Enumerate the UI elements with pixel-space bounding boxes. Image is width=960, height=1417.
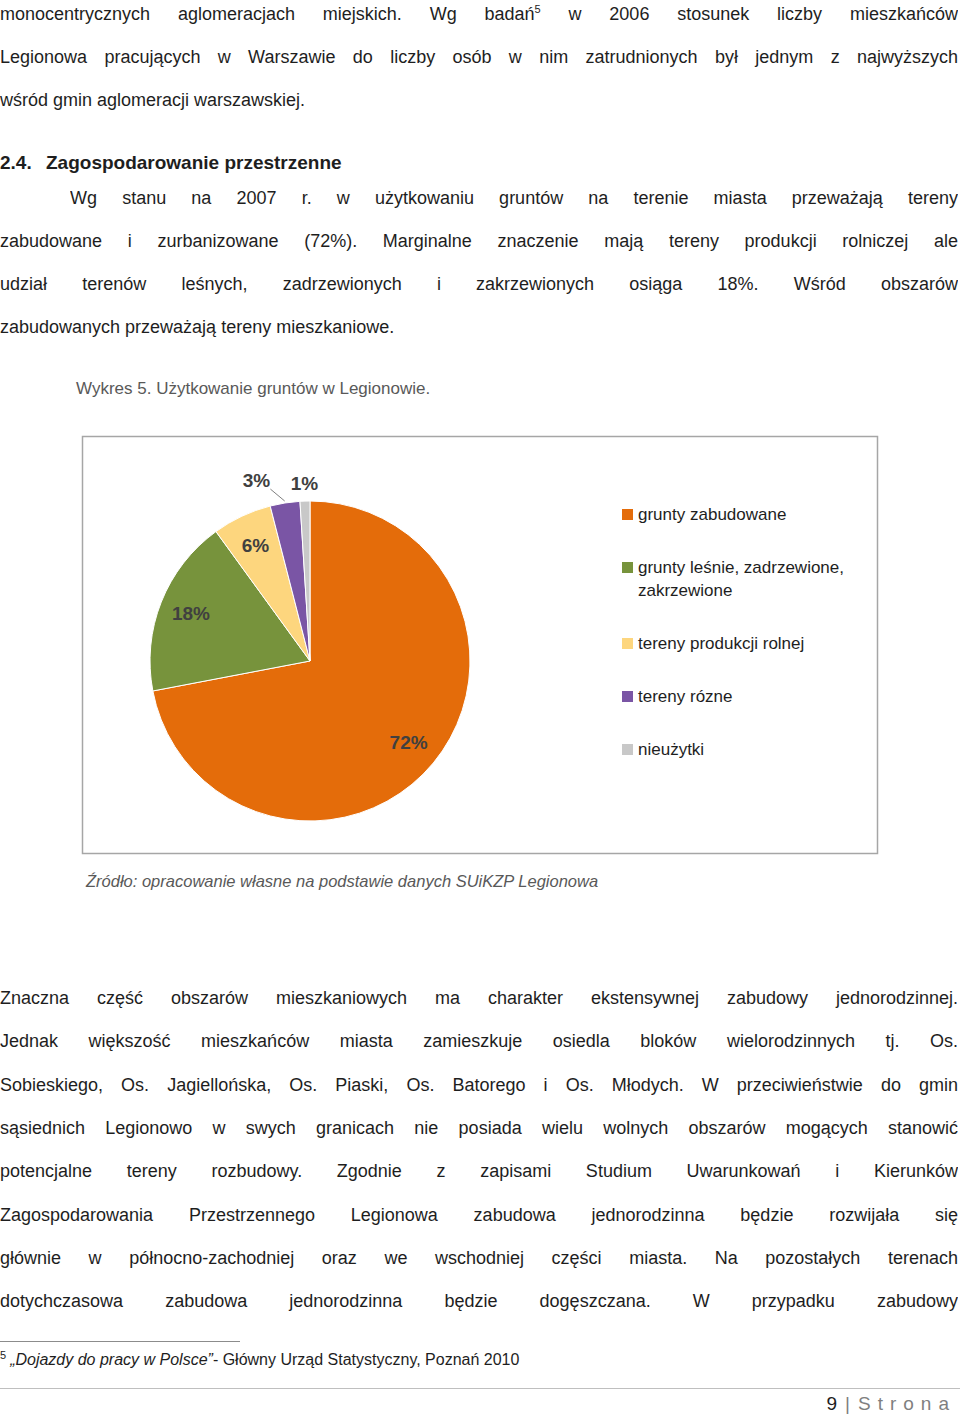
- footnote-ref: 5: [0, 1349, 6, 1361]
- leader-line: [270, 489, 284, 501]
- data-label: 18%: [172, 603, 210, 624]
- page-number: 9: [827, 1393, 838, 1414]
- page-label: Strona: [858, 1393, 956, 1414]
- legend-item: tereny produkcji rolnej: [622, 632, 862, 655]
- text-line: Jednak większość mieszkańców miasta zami…: [0, 1029, 958, 1053]
- slices: [150, 501, 470, 821]
- text-line: głównie w północno-zachodniej oraz we ws…: [0, 1246, 958, 1270]
- pie-slice: [270, 501, 310, 661]
- pie-slice: [300, 501, 310, 661]
- legend-label: nieużytki: [638, 740, 704, 759]
- text-line: Sobieskiego, Os. Jagiellońska, Os. Piask…: [0, 1073, 958, 1097]
- text-line: Wg stanu na 2007 r. w użytkowaniu gruntó…: [70, 186, 958, 210]
- figure-source: Źródło: opracowanie własne na podstawie …: [86, 869, 598, 893]
- footnote-ref: 5: [535, 3, 541, 15]
- text-line: Zagospodarowania Przestrzennego Legionow…: [0, 1203, 958, 1227]
- legend: grunty zabudowane grunty leśnie, zadrzewi…: [622, 503, 862, 791]
- figure-caption: Wykres 5. Użytkowanie gruntów w Legionow…: [76, 377, 430, 401]
- page-separator: |: [845, 1393, 850, 1414]
- data-label: 72%: [390, 732, 428, 753]
- legend-swatch: [622, 638, 633, 649]
- data-label: 1%: [291, 473, 319, 494]
- legend-item: nieużytki: [622, 738, 862, 761]
- legend-swatch: [622, 509, 633, 520]
- legend-label: tereny produkcji rolnej: [638, 634, 804, 653]
- legend-swatch: [622, 691, 633, 702]
- text-line: Znaczna część obszarów mieszkaniowych ma…: [0, 986, 958, 1010]
- legend-label: grunty zabudowane: [638, 505, 786, 524]
- text: w 2006 stosunek liczby mieszkańców: [541, 4, 958, 24]
- text-line: Legionowa pracujących w Warszawie do lic…: [0, 45, 958, 69]
- text-line: dotychczasowa zabudowa jednorodzinna będ…: [0, 1289, 958, 1313]
- footnote-rule: [0, 1341, 240, 1342]
- legend-swatch: [622, 562, 633, 573]
- section-title: Zagospodarowanie przestrzenne: [46, 151, 342, 175]
- text-line: monocentrycznych aglomeracjach miejskich…: [0, 2, 958, 26]
- text-line: wśród gmin aglomeracji warszawskiej.: [0, 88, 958, 112]
- footnote: 5 „Dojazdy do pracy w Polsce”- Główny Urz…: [0, 1348, 519, 1372]
- chart-frame: [83, 437, 878, 854]
- footnote-title: „Dojazdy do pracy w Polsce”: [10, 1351, 213, 1368]
- legend-item: grunty leśnie, zadrzewione, zakrzewione: [622, 556, 862, 602]
- data-label: 6%: [242, 535, 270, 556]
- page-footer: 9 | Strona: [827, 1392, 957, 1416]
- footer-rule: [0, 1388, 960, 1389]
- legend-item: grunty zabudowane: [622, 503, 862, 526]
- section-number: 2.4.: [0, 151, 32, 175]
- text: monocentrycznych aglomeracjach miejskich…: [0, 4, 535, 24]
- legend-swatch: [622, 744, 633, 755]
- legend-item: tereny rózne: [622, 685, 862, 708]
- legend-label: grunty leśnie, zadrzewione, zakrzewione: [638, 558, 844, 600]
- text-line: potencjalne tereny rozbudowy. Zgodnie z …: [0, 1159, 958, 1183]
- data-label: 3%: [243, 470, 271, 491]
- text-line: zabudowane i zurbanizowane (72%). Margin…: [0, 229, 958, 253]
- text-line: sąsiednich Legionowo w swych granicach n…: [0, 1116, 958, 1140]
- text-line: zabudowanych przeważają tereny mieszkani…: [0, 315, 958, 339]
- footnote-text: - Główny Urząd Statystyczny, Poznań 2010: [213, 1351, 520, 1368]
- legend-label: tereny rózne: [638, 687, 733, 706]
- data-labels: 1% 3% 6% 18% 72%: [172, 470, 428, 754]
- text-line: udział terenów leśnych, zadrzewionych i …: [0, 272, 958, 296]
